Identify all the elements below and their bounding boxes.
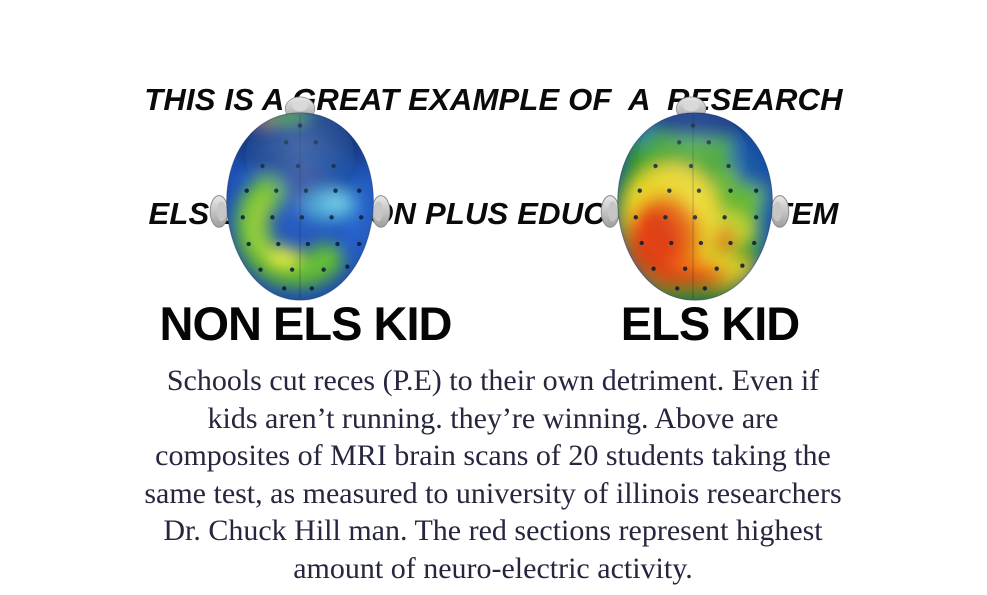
label-els-kid: ELS KID xyxy=(620,297,800,350)
brain-scan-non-els xyxy=(200,93,400,323)
caption-line: same test, as measured to university of … xyxy=(144,476,842,510)
caption-line: amount of neuro-electric activity. xyxy=(293,551,693,585)
ear-right-icon xyxy=(770,195,790,228)
headline-line-2: ELS EDIFICATION PLUS EDUCATION SYSTEM xyxy=(148,196,839,231)
ear-left-icon xyxy=(600,195,620,228)
caption-text: Schools cut reces (P.E) to their own det… xyxy=(63,362,923,587)
caption-line: composites of MRI brain scans of 20 stud… xyxy=(155,439,831,472)
ear-right-icon xyxy=(371,195,391,228)
caption-line: Schools cut reces (P.E) to their own det… xyxy=(166,364,820,397)
caption-line: Dr. Chuck Hill man. The red sections rep… xyxy=(163,514,823,547)
brain-heatmap-high-activity xyxy=(600,96,790,301)
head-outline xyxy=(617,112,773,301)
brain-heatmap-low-activity xyxy=(209,96,391,301)
nose-highlight xyxy=(683,100,699,112)
scalp-heatmap xyxy=(226,112,374,301)
scalp-heatmap xyxy=(617,112,773,301)
nose-highlight xyxy=(292,100,308,112)
head-outline xyxy=(226,112,374,301)
headline-line-1: THIS IS A GREAT EXAMPLE OF A RESEARCH xyxy=(144,82,843,117)
headline: THIS IS A GREAT EXAMPLE OF A RESEARCH EL… xyxy=(0,5,987,309)
ear-left-icon xyxy=(209,195,229,228)
caption-line: kids aren’t running. they’re winning. Ab… xyxy=(207,401,779,435)
brain-scan-els xyxy=(589,93,801,323)
label-non-els-kid: NON ELS KID xyxy=(159,297,453,350)
